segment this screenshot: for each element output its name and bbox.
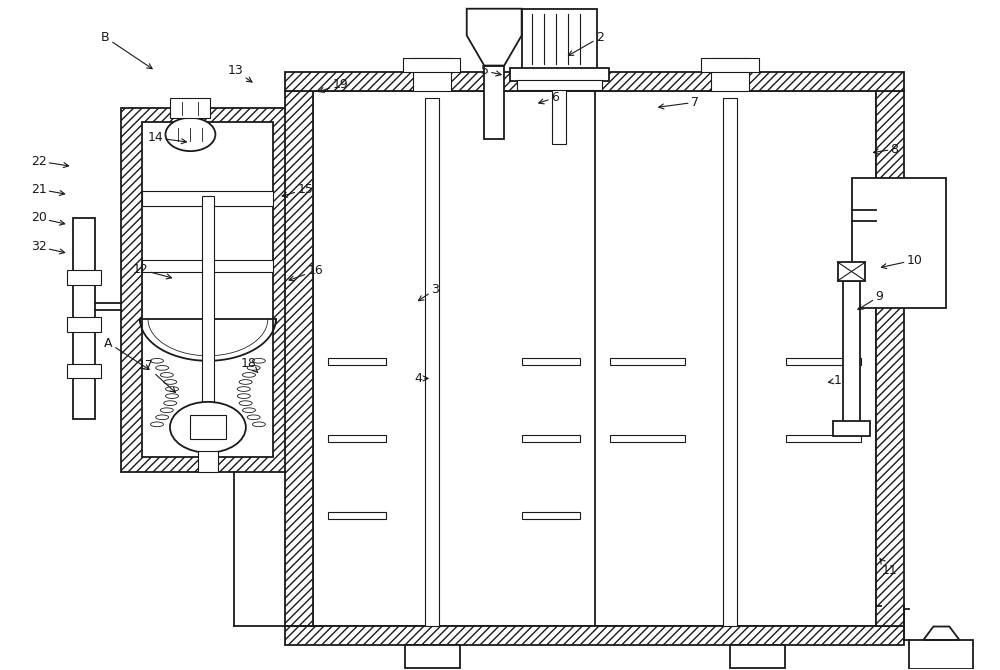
Bar [522,435,580,442]
Bar [313,91,876,626]
Text: 9: 9 [858,289,883,310]
Text: 13: 13 [227,64,252,82]
Text: 10: 10 [881,254,922,269]
Bar [425,98,439,626]
Bar [285,626,904,645]
Text: 20: 20 [31,212,65,225]
Text: 18: 18 [240,356,258,373]
Bar [838,262,865,281]
Bar [786,435,861,442]
Bar [121,108,295,472]
Bar [405,645,460,668]
Text: 7: 7 [659,96,699,109]
Text: B: B [101,31,152,68]
Bar [285,91,313,626]
Text: A: A [104,336,149,370]
Bar [73,218,95,419]
Bar [610,435,685,442]
Text: 12: 12 [133,263,172,279]
Bar [876,91,904,626]
Bar [843,281,860,423]
Bar [142,192,273,206]
Bar [413,58,451,91]
Bar [67,364,101,379]
Bar [484,66,504,139]
Bar [701,58,759,72]
Bar [723,98,737,626]
Circle shape [170,402,246,453]
Text: 6: 6 [539,91,559,104]
Bar [517,80,602,90]
Bar [909,640,973,669]
Text: 32: 32 [31,241,65,254]
Text: 8: 8 [873,143,898,155]
Bar [730,645,785,668]
Bar [67,270,101,285]
Text: 11: 11 [880,559,897,577]
Polygon shape [467,9,522,66]
Text: 4: 4 [414,372,428,385]
Text: 15: 15 [282,183,313,197]
Bar [328,358,386,365]
Bar [142,123,273,458]
Text: 19: 19 [319,78,348,92]
Text: 21: 21 [31,183,65,196]
Bar [833,421,870,436]
Text: 14: 14 [148,131,186,144]
Bar [285,72,904,91]
Text: 2: 2 [568,31,604,56]
Text: 3: 3 [418,283,439,301]
Bar [190,415,226,440]
Bar [170,98,210,118]
Text: 16: 16 [289,264,323,281]
Bar [610,358,685,365]
Bar [552,51,566,145]
Text: 1: 1 [828,374,841,387]
Circle shape [165,118,215,151]
Bar [522,511,580,519]
Bar [67,317,101,332]
Text: 5: 5 [481,64,501,78]
Bar [142,259,273,271]
Bar [403,58,460,72]
Bar [711,58,749,91]
Polygon shape [923,626,959,640]
Text: 22: 22 [31,155,69,168]
Bar [786,358,861,365]
Bar [202,196,214,444]
Bar [328,511,386,519]
Text: 17: 17 [138,358,175,393]
Bar [198,451,218,472]
Bar [522,9,597,69]
Bar [328,435,386,442]
Bar [522,358,580,365]
Bar [510,68,609,81]
Bar [852,178,946,308]
